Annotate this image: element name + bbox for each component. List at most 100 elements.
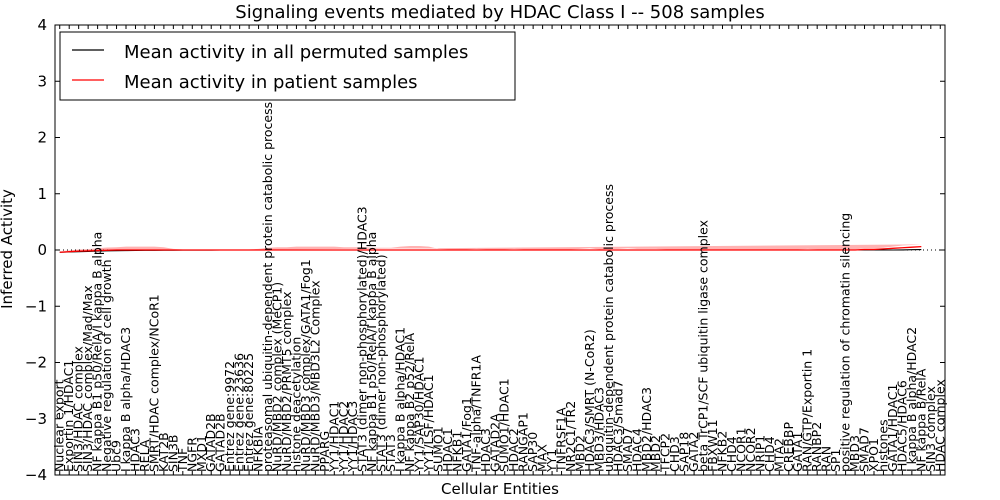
category-label: NuRD/MBD3 complex/GATA1/Fog1 bbox=[298, 259, 313, 472]
y-tick-label: 3 bbox=[37, 72, 47, 90]
category-label: SAP30 bbox=[525, 432, 540, 472]
legend: Mean activity in all permuted samples Me… bbox=[59, 31, 516, 101]
category-label: TFCP2 bbox=[658, 433, 673, 473]
category-label: SIN3 complex bbox=[923, 386, 938, 472]
category-label: SIN3B bbox=[165, 435, 180, 473]
category-label: MXD1 bbox=[194, 435, 209, 472]
category-label: CHD4 bbox=[762, 436, 777, 472]
category-label: SIN3/HDAC complex/Mad/Max bbox=[80, 285, 95, 472]
category-label: NF kappa B/RelA bbox=[913, 368, 928, 472]
category-label: SUMO1/HDAC1 bbox=[497, 378, 512, 472]
chart-title: Signaling events mediated by HDAC Class … bbox=[235, 2, 764, 23]
category-label: CHD3 bbox=[667, 436, 682, 472]
category-label: proteasomal ubiquitin-dependent protein … bbox=[260, 102, 275, 472]
category-label: CHD4 bbox=[724, 436, 739, 472]
category-label: YY1/LSF/HDAC1 bbox=[421, 374, 436, 473]
category-label: I kappa B alpha/HDAC3 bbox=[118, 327, 133, 472]
category-label: SP1 bbox=[828, 449, 843, 472]
category-label: NGFR bbox=[184, 437, 199, 472]
category-label: MTA2 bbox=[771, 438, 786, 472]
y-tick-label: −1 bbox=[25, 297, 47, 315]
category-label: histones bbox=[875, 419, 890, 472]
category-label: NF kappa B1 p50/RelA/I kappa B alpha bbox=[364, 232, 379, 472]
category-label: GATA1/HDAC1 bbox=[885, 384, 900, 472]
legend-label-patient: Mean activity in patient samples bbox=[124, 72, 418, 93]
category-label: XPO1 bbox=[866, 438, 881, 472]
category-label: Nuclear export bbox=[52, 379, 67, 472]
category-label: STAT3 (dimer non-phosphorylated) bbox=[374, 254, 389, 472]
category-label: Negative regulation of cell growth bbox=[99, 259, 114, 472]
category-label: FBXW11 bbox=[705, 419, 720, 472]
category-label: I kappa B alpha/HDAC1 bbox=[393, 327, 408, 472]
category-label: MBD2 bbox=[572, 435, 587, 472]
y-tick-label: −3 bbox=[25, 410, 47, 428]
category-label: KAT2B bbox=[156, 432, 171, 472]
x-axis-label: Cellular Entities bbox=[441, 480, 559, 498]
category-label: YY1/HDAC3 bbox=[345, 401, 360, 473]
category-label: HDAC4 bbox=[629, 428, 644, 472]
category-label: SMRT/HDAC complex/NCoR1 bbox=[146, 294, 161, 472]
category-label: MBD2/HDAC3 bbox=[639, 387, 654, 472]
category-label: GATAD2B bbox=[213, 413, 228, 472]
category-label: Entrez gene:23636 bbox=[232, 353, 247, 472]
category-label: SMAD7 bbox=[857, 427, 872, 472]
category-label: NuRD/MBD3/MBD3L2 Complex bbox=[307, 280, 322, 472]
category-label: HDAC3/SMRT (N-CoR2) bbox=[582, 329, 597, 472]
category-label: GATAD2A bbox=[487, 413, 502, 472]
category-label: CREBBP bbox=[781, 422, 796, 472]
category-label: NRIP1 bbox=[752, 435, 767, 472]
category-label: RELA bbox=[137, 439, 152, 472]
category-label: HDAC1 bbox=[440, 428, 455, 472]
category-label: YY1/HDAC2 bbox=[336, 401, 351, 473]
category-label: Exportin 1/HDAC1 bbox=[61, 360, 76, 472]
category-label: SUMO1 bbox=[430, 426, 445, 472]
category-label: MBD3 bbox=[847, 435, 862, 472]
legend-label-permuted: Mean activity in all permuted samples bbox=[124, 42, 468, 63]
category-label: YY1 bbox=[544, 449, 559, 473]
category-label: HDAC3/Smad7 bbox=[610, 380, 625, 472]
category-label: beta TrCP1/SCF ubiquitin ligase complex bbox=[696, 220, 711, 472]
category-label: Ubc9 bbox=[109, 440, 124, 472]
category-label: Entrez gene:80225 bbox=[241, 353, 256, 472]
category-label: HDAC3 bbox=[478, 428, 493, 472]
category-label: STAT3 (dimer non-phosphorylated)/HDAC3 bbox=[355, 206, 370, 472]
category-label: SMAD7 bbox=[620, 427, 635, 472]
category-label: NuRD/MBD2/PRMT5 complex bbox=[279, 292, 294, 473]
category-label: GATAD2B bbox=[203, 413, 218, 472]
category-label: NFKB2 bbox=[715, 431, 730, 472]
category-label: histone deacetylation bbox=[288, 337, 303, 472]
y-tick-label: 1 bbox=[37, 185, 47, 203]
category-label: HDAC complex bbox=[932, 379, 947, 472]
category-label: NuRD/MBD2 complex (MeCP1) bbox=[270, 282, 285, 472]
category-label: GATA2 bbox=[686, 432, 701, 472]
category-label: HDAC2 bbox=[506, 428, 521, 472]
category-label: PPARG bbox=[317, 431, 332, 472]
category-label: MBD2 bbox=[648, 435, 663, 472]
y-tick-label: 4 bbox=[37, 16, 47, 34]
category-label: RANBP2 bbox=[809, 422, 824, 472]
category-label: NF kappa B1 p50/RelA/I kappa B alpha bbox=[90, 232, 105, 472]
category-label: RAN bbox=[819, 446, 834, 472]
category-label: MBD3/HDAC3 bbox=[591, 387, 606, 472]
y-tick-label: 0 bbox=[37, 241, 47, 259]
category-label: positive regulation of chromatin silenci… bbox=[838, 213, 853, 472]
category-label: NCOR2 bbox=[743, 427, 758, 472]
category-label: MAX bbox=[535, 444, 550, 472]
category-label: SAP18 bbox=[677, 432, 692, 472]
y-tick-label: −2 bbox=[25, 354, 47, 372]
category-label: I kappa B alpha/HDAC2 bbox=[904, 327, 919, 472]
patient-series-line bbox=[59, 245, 922, 253]
category-label: YY1/SAP30/HDAC1 bbox=[412, 356, 427, 473]
category-label: YY1/HDAC1 bbox=[326, 401, 341, 473]
category-label: GATA1/Fog1 bbox=[459, 397, 474, 472]
category-label: NCOR1 bbox=[733, 427, 748, 472]
category-label: TNFRSF1A bbox=[554, 407, 569, 473]
category-label: HDAC3 bbox=[127, 428, 142, 472]
category-label: TNF bbox=[175, 448, 190, 473]
y-tick-label: −4 bbox=[25, 466, 47, 484]
category-label: Entrez gene:9972 bbox=[222, 361, 237, 472]
category-label: RAN/GTP/Exportin 1 bbox=[800, 349, 815, 472]
